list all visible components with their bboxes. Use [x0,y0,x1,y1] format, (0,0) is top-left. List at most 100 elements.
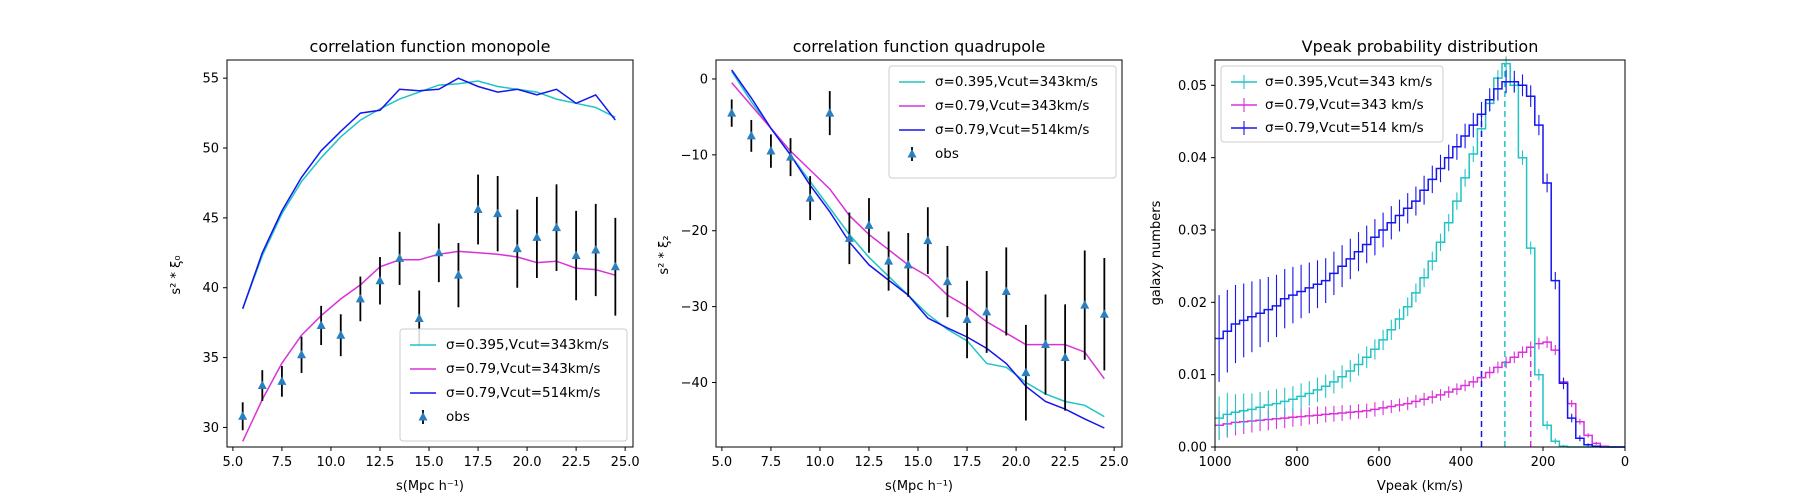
quadrupole-xtick-label: 17.5 [953,455,982,470]
monopole-obs-marker [297,349,307,359]
vpeak-errorbars-1 [1218,56,1565,447]
monopole-obs-marker [414,313,424,322]
monopole-title: correlation function monopole [310,37,551,56]
quadrupole-xtick-label: 5.0 [712,455,733,470]
vpeak-hist-step-2 [1215,341,1625,448]
quadrupole-xtick-label: 22.5 [1051,455,1080,470]
monopole-obs-marker [610,261,620,271]
quadrupole-obs-marker [1041,339,1051,349]
vpeak-xtick-label: 0 [1621,455,1629,470]
quadrupole-obs-marker [864,220,874,229]
vpeak-xtick-label: 1000 [1198,455,1231,470]
quadrupole-xtick-label: 12.5 [855,455,884,470]
monopole-obs-marker [375,275,385,285]
quadrupole-legend-box [888,65,1117,179]
quadrupole-ytick-label: 0 [700,72,708,87]
quadrupole-legend: σ=0.395,Vcut=343km/s σ=0.79,Vcut=343km/s σ… [888,65,1117,179]
monopole-panel: correlation function monopole s(Mpc h⁻¹)… [169,37,640,494]
quadrupole-legend-label-2: σ=0.79,Vcut=343km/s [935,98,1089,114]
vpeak-ytick-label: 0.05 [1178,79,1207,94]
quadrupole-panel: correlation function quadrupole s(Mpc h⁻… [657,37,1129,494]
quadrupole-obs-marker [982,306,992,316]
quadrupole-xtick-label: 15.0 [904,455,933,470]
quadrupole-obs-marker [962,314,972,324]
monopole-xtick-label: 20.0 [513,455,542,470]
monopole-obs-marker [591,245,601,254]
vpeak-ytick-label: 0.00 [1178,441,1207,456]
quadrupole-axes-frame [715,59,1123,448]
monopole-xtick-label: 25.0 [611,455,640,470]
monopole-series-line-3 [241,77,616,309]
quadrupole-xtick-label: 7.5 [761,455,782,470]
quadrupole-xlabel: s(Mpc h⁻¹) [885,479,953,494]
monopole-ticks: 5.0 7.5 10.0 12.5 15.0 17.5 20.0 22.5 25.0 30 35 40… [202,72,639,470]
monopole-obs-marker [434,247,444,257]
monopole-obs-marker [336,330,346,339]
quadrupole-obs-marker [884,256,894,265]
monopole-xtick-label: 12.5 [366,455,395,470]
monopole-xtick-label: 22.5 [562,455,591,470]
quadrupole-obs-points [727,91,1109,421]
quadrupole-obs-marker [1001,286,1011,295]
quadrupole-obs-marker [1021,367,1031,377]
monopole-obs-marker [532,232,542,241]
monopole-obs-marker [473,204,483,213]
quadrupole-obs-marker [1060,352,1070,361]
quadrupole-xtick-label: 10.0 [805,455,834,470]
monopole-xtick-label: 10.0 [316,455,345,470]
quadrupole-obs-marker [1080,300,1090,309]
quadrupole-legend-label-1: σ=0.395,Vcut=343km/s [935,74,1098,90]
vpeak-axes-frame [1214,59,1626,448]
monopole-legend-obs-marker [418,412,428,421]
vpeak-ylabel: galaxy numbers [1149,200,1164,305]
quadrupole-legend-obs-marker [907,149,917,158]
monopole-obs-marker [552,222,562,232]
vpeak-title: Vpeak probability distribution [1302,37,1539,56]
vpeak-ytick-label: 0.02 [1178,296,1207,311]
monopole-ytick-label: 45 [202,211,219,226]
vpeak-ytick-label: 0.01 [1178,368,1207,383]
quadrupole-xtick-label: 20.0 [1002,455,1031,470]
quadrupole-obs-marker [727,108,737,117]
quadrupole-obs-marker [766,146,776,155]
monopole-ytick-label: 50 [202,142,219,157]
vpeak-xtick-label: 600 [1367,455,1392,470]
monopole-axes-frame [226,59,634,448]
monopole-xtick-label: 15.0 [415,455,444,470]
vpeak-ticks: 1000 800 600 400 200 0 0.00 0.01 0.02 0.03 0.04 0.0… [1178,79,1629,470]
vpeak-ytick-label: 0.04 [1178,151,1207,166]
monopole-obs-marker [355,293,365,303]
monopole-obs-marker [453,270,463,279]
vpeak-xtick-label: 400 [1449,455,1474,470]
monopole-ytick-label: 55 [202,72,219,87]
quadrupole-obs-marker [903,259,913,269]
quadrupole-obs-marker [805,193,815,202]
monopole-ytick-label: 40 [202,281,219,296]
monopole-obs-marker [257,380,267,390]
monopole-obs-marker [395,253,405,262]
monopole-ytick-label: 30 [202,421,219,436]
monopole-legend-label-2: σ=0.79,Vcut=343km/s [446,361,600,377]
quadrupole-ytick-label: −20 [681,224,708,239]
monopole-xtick-label: 5.0 [223,455,244,470]
vpeak-xtick-label: 200 [1531,455,1556,470]
quadrupole-ylabel: s² * ξ₂ [657,235,672,274]
monopole-legend-box [399,328,628,442]
quadrupole-title: correlation function quadrupole [793,37,1046,56]
monopole-series-line-1 [241,80,616,309]
vpeak-panel: Vpeak probability distribution Vpeak (km… [1149,37,1629,494]
vpeak-xlabel: Vpeak (km/s) [1377,479,1463,494]
monopole-obs-marker [277,376,287,385]
quadrupole-obs-marker [923,235,933,245]
quadrupole-legend-label-3: σ=0.79,Vcut=514km/s [935,122,1089,138]
quadrupole-ytick-label: −40 [681,376,708,391]
monopole-xlabel: s(Mpc h⁻¹) [396,479,464,494]
monopole-legend-label-3: σ=0.79,Vcut=514km/s [446,385,600,401]
quadrupole-obs-marker [786,152,796,161]
vpeak-legend-label-3: σ=0.79,Vcut=514 km/s [1265,120,1424,136]
monopole-legend: σ=0.395,Vcut=343km/s σ=0.79,Vcut=343km/s σ… [399,328,628,442]
quadrupole-ytick-label: −30 [681,300,708,315]
monopole-legend-label-1: σ=0.395,Vcut=343km/s [446,337,609,353]
monopole-series-line-2 [242,250,616,442]
